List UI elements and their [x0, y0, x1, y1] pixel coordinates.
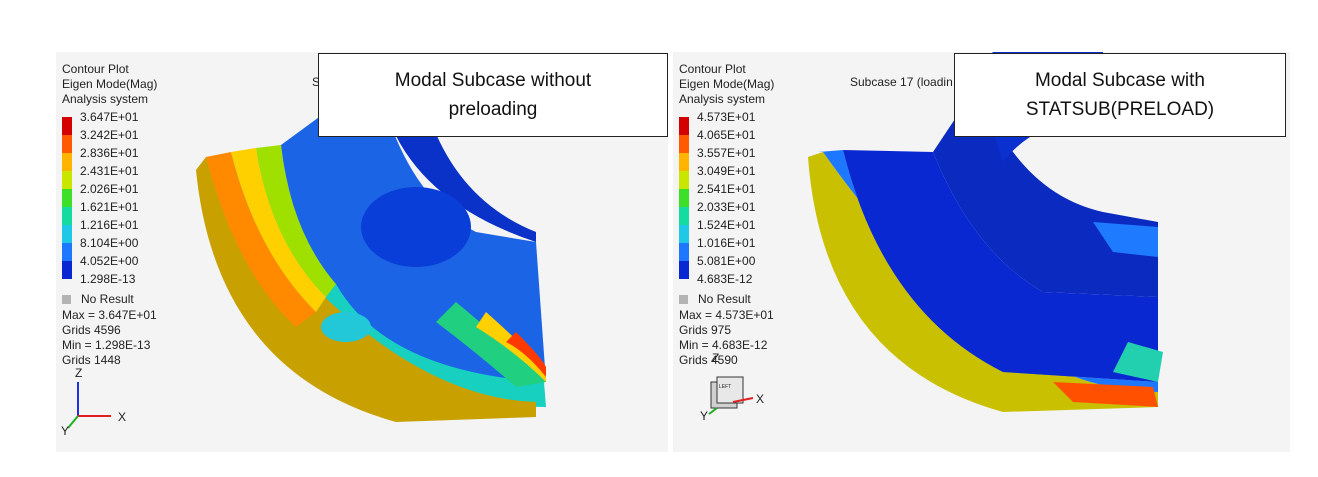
legend-swatch — [62, 117, 72, 135]
axis-z-label: Z — [712, 351, 720, 365]
legend-swatch — [62, 225, 72, 243]
legend-value: 1.016E+01 — [697, 236, 756, 250]
axis-y-label: Y — [61, 424, 70, 438]
max-value: Max = 3.647E+01 — [62, 308, 157, 322]
legend-value: 4.573E+01 — [697, 110, 756, 124]
view-cube-face-label: LEFT — [719, 384, 732, 390]
overlay-label-left: Modal Subcase without preloading — [318, 53, 668, 137]
legend-value: 1.524E+01 — [697, 218, 756, 232]
stats-block-left: Max = 3.647E+01 Grids 4596 Min = 1.298E-… — [62, 308, 157, 368]
legend-swatch — [679, 135, 689, 153]
legend-value: 1.216E+01 — [80, 218, 139, 232]
max-grid: Grids 975 — [679, 323, 732, 337]
axis-triad-left — [67, 382, 111, 429]
legend-swatch — [62, 243, 72, 261]
coordinate-system-label: Analysis system — [679, 92, 766, 106]
no-result-swatch — [62, 295, 71, 304]
axis-triad-right — [708, 397, 754, 415]
legend-swatch — [62, 189, 72, 207]
legend-swatch — [679, 207, 689, 225]
legend-swatch — [679, 261, 689, 279]
legend-swatch — [679, 153, 689, 171]
legend-swatch — [679, 171, 689, 189]
legend-swatch — [62, 261, 72, 279]
legend-value: 3.049E+01 — [697, 164, 756, 178]
min-value: Min = 1.298E-13 — [62, 338, 151, 352]
legend-value: 2.836E+01 — [80, 146, 139, 160]
rim-edge — [808, 152, 1158, 412]
rim-edge — [196, 157, 536, 422]
result-type-label: Eigen Mode(Mag) — [679, 77, 775, 91]
axis-y-label: Y — [700, 409, 709, 423]
no-result-swatch — [679, 295, 688, 304]
body-surface — [843, 150, 1158, 382]
legend-swatch — [679, 243, 689, 261]
legend-value: 8.104E+00 — [80, 236, 139, 250]
legend-swatch — [62, 153, 72, 171]
legend-value: 4.683E-12 — [697, 272, 753, 286]
stats-block-right: Max = 4.573E+01 Grids 975 Min = 4.683E-1… — [679, 308, 774, 368]
plot-type-label: Contour Plot — [62, 62, 129, 76]
coordinate-system-label: Analysis system — [62, 92, 149, 106]
legend-value: 3.647E+01 — [80, 110, 139, 124]
subcase-label-left: S — [312, 75, 321, 89]
legend-value: 4.052E+00 — [80, 254, 139, 268]
min-grid: Grids 4590 — [679, 353, 738, 367]
min-grid: Grids 1448 — [62, 353, 121, 367]
legend-swatch — [62, 135, 72, 153]
axis-z-label: Z — [75, 366, 83, 380]
max-value: Max = 4.573E+01 — [679, 308, 774, 322]
legend-value: 3.557E+01 — [697, 146, 756, 160]
axis-x-label: X — [756, 392, 765, 406]
legend-value: 1.298E-13 — [80, 272, 136, 286]
view-cube[interactable] — [710, 376, 744, 409]
no-result-label: No Result — [62, 292, 134, 306]
legend-swatch — [679, 117, 689, 135]
legend-value: 4.065E+01 — [697, 128, 756, 142]
plot-type-label: Contour Plot — [679, 62, 746, 76]
subcase-label-right: Subcase 17 (loadin — [850, 75, 953, 89]
legend-value: 2.033E+01 — [697, 200, 756, 214]
legend-value: 2.026E+01 — [80, 182, 139, 196]
legend-value: 5.081E+00 — [697, 254, 756, 268]
max-grid: Grids 4596 — [62, 323, 121, 337]
min-value: Min = 4.683E-12 — [679, 338, 768, 352]
legend-value: 2.431E+01 — [80, 164, 139, 178]
legend-value: 2.541E+01 — [697, 182, 756, 196]
legend-value: 3.242E+01 — [80, 128, 139, 142]
result-type-label: Eigen Mode(Mag) — [62, 77, 158, 91]
model-render-left — [67, 62, 546, 429]
legend-swatch — [679, 225, 689, 243]
overlay-label-right: Modal Subcase with STATSUB(PRELOAD) — [954, 53, 1286, 137]
legend-swatch — [62, 207, 72, 225]
legend-swatch — [62, 171, 72, 189]
legend-value: 1.621E+01 — [80, 200, 139, 214]
legend-swatch — [679, 189, 689, 207]
no-result-label: No Result — [679, 292, 751, 306]
axis-x-label: X — [118, 410, 127, 424]
